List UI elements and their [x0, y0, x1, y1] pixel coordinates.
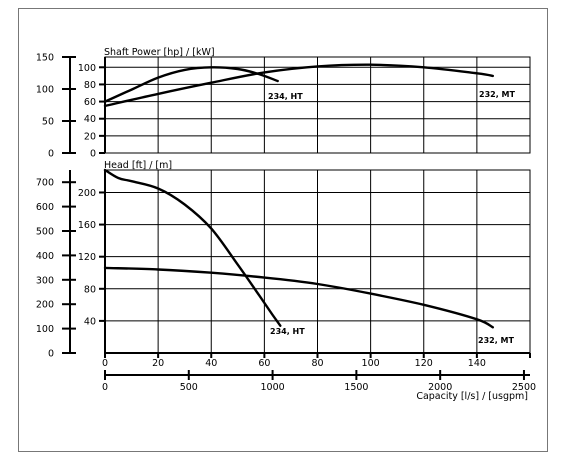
x-tick-label-usgpm: 2000	[428, 382, 452, 393]
left-tick-label-head: 700	[36, 178, 54, 189]
x-tick-label-ls: 20	[152, 358, 164, 369]
head-label-232-mt: 232, MT	[478, 336, 514, 345]
left-tick-label-power: 150	[36, 53, 54, 64]
x-tick-label-usgpm: 1500	[344, 382, 368, 393]
left-tick-label-head: 100	[36, 324, 54, 335]
power-curve-232-mt	[103, 63, 494, 108]
x-tick-label-usgpm: 1000	[260, 382, 284, 393]
x-tick-label-ls: 60	[258, 358, 270, 369]
left-tick-label-power: 0	[48, 149, 54, 160]
x-tick-label-ls: 120	[415, 358, 433, 369]
left-tick-label-head: 400	[36, 251, 54, 262]
x-axis-label: Capacity [l/s] / [usgpm]	[416, 391, 528, 402]
inner-tick-label-power: 60	[84, 97, 96, 108]
head-curve-232-mt	[103, 266, 494, 329]
inner-tick-label-power: 40	[84, 114, 96, 125]
inner-tick-label-power: 80	[84, 80, 96, 91]
inner-tick-label-power: 0	[90, 149, 96, 160]
head-chart-title: Head [ft] / [m]	[104, 160, 172, 171]
x-tick-label-ls: 40	[205, 358, 217, 369]
inner-tick-label-head: 40	[84, 316, 96, 327]
x-tick-label-usgpm: 2500	[512, 382, 536, 393]
left-tick-label-head: 200	[36, 300, 54, 311]
inner-tick-label-head: 200	[78, 188, 96, 199]
inner-tick-label-power: 20	[84, 131, 96, 142]
x-tick-label-ls: 100	[362, 358, 380, 369]
power-chart-title: Shaft Power [hp] / [kW]	[104, 47, 215, 58]
inner-tick-label-head: 160	[78, 220, 96, 231]
x-tick-label-ls: 140	[468, 358, 486, 369]
inner-tick-label-power: 100	[78, 63, 96, 74]
left-tick-label-power: 100	[36, 85, 54, 96]
x-tick-label-ls: 80	[311, 358, 323, 369]
inner-tick-label-head: 80	[84, 284, 96, 295]
head-label-234-ht: 234, HT	[270, 327, 305, 336]
x-tick-label-usgpm: 500	[180, 382, 198, 393]
left-tick-label-power: 50	[42, 117, 54, 128]
head-curve-234-ht	[103, 168, 282, 327]
left-tick-label-head: 0	[48, 349, 54, 360]
left-tick-label-head: 600	[36, 202, 54, 213]
power-label-234-ht: 234, HT	[268, 92, 303, 101]
inner-tick-label-head: 120	[78, 252, 96, 263]
left-tick-label-head: 500	[36, 227, 54, 238]
power-label-232-mt: 232, MT	[479, 90, 515, 99]
x-tick-label-usgpm: 0	[102, 382, 108, 393]
left-tick-label-head: 300	[36, 275, 54, 286]
figure-frame	[18, 8, 548, 452]
x-tick-label-ls: 0	[102, 358, 108, 369]
